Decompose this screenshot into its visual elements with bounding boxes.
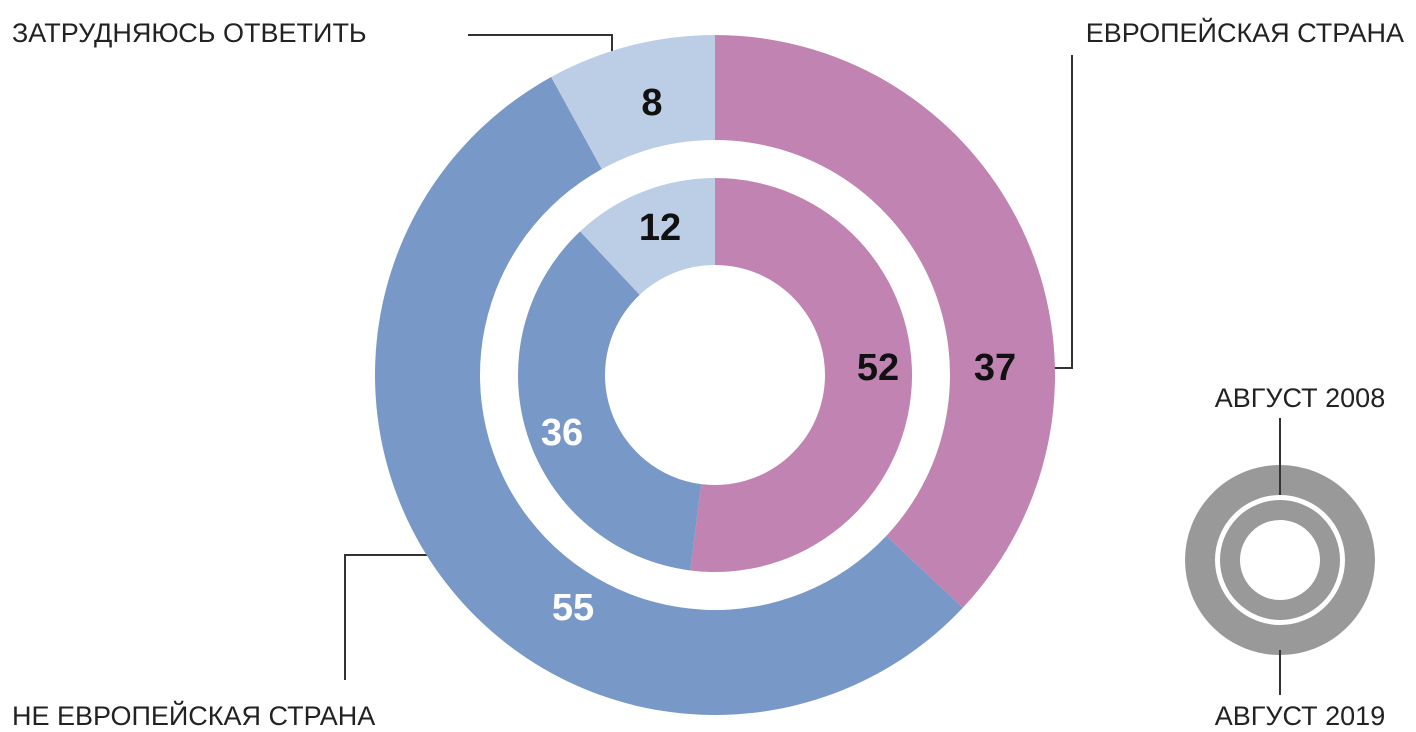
value-label: 37: [974, 347, 1016, 389]
donut-segment: [580, 178, 715, 295]
value-label: 12: [639, 207, 681, 249]
donut-segment: [690, 178, 912, 572]
value-label: 52: [857, 347, 899, 389]
legend-label: АВГУСТ 2008: [1215, 383, 1385, 413]
donut-segment: [374, 77, 963, 715]
donut-segment: [517, 231, 702, 571]
donut-segment: [715, 35, 1055, 608]
legend-label: АВГУСТ 2019: [1215, 701, 1385, 731]
legend-ring: [1220, 500, 1340, 620]
value-label: 55: [552, 587, 594, 629]
value-label: 8: [641, 82, 662, 124]
category-label: ЕВРОПЕЙСКАЯ СТРАНА: [1086, 17, 1404, 48]
category-label: ЗАТРУДНЯЮСЬ ОТВЕТИТЬ: [12, 18, 367, 48]
value-label: 36: [541, 412, 583, 454]
category-label: НЕ ЕВРОПЕЙСКАЯ СТРАНА: [12, 700, 375, 731]
donut-segment: [551, 35, 715, 170]
